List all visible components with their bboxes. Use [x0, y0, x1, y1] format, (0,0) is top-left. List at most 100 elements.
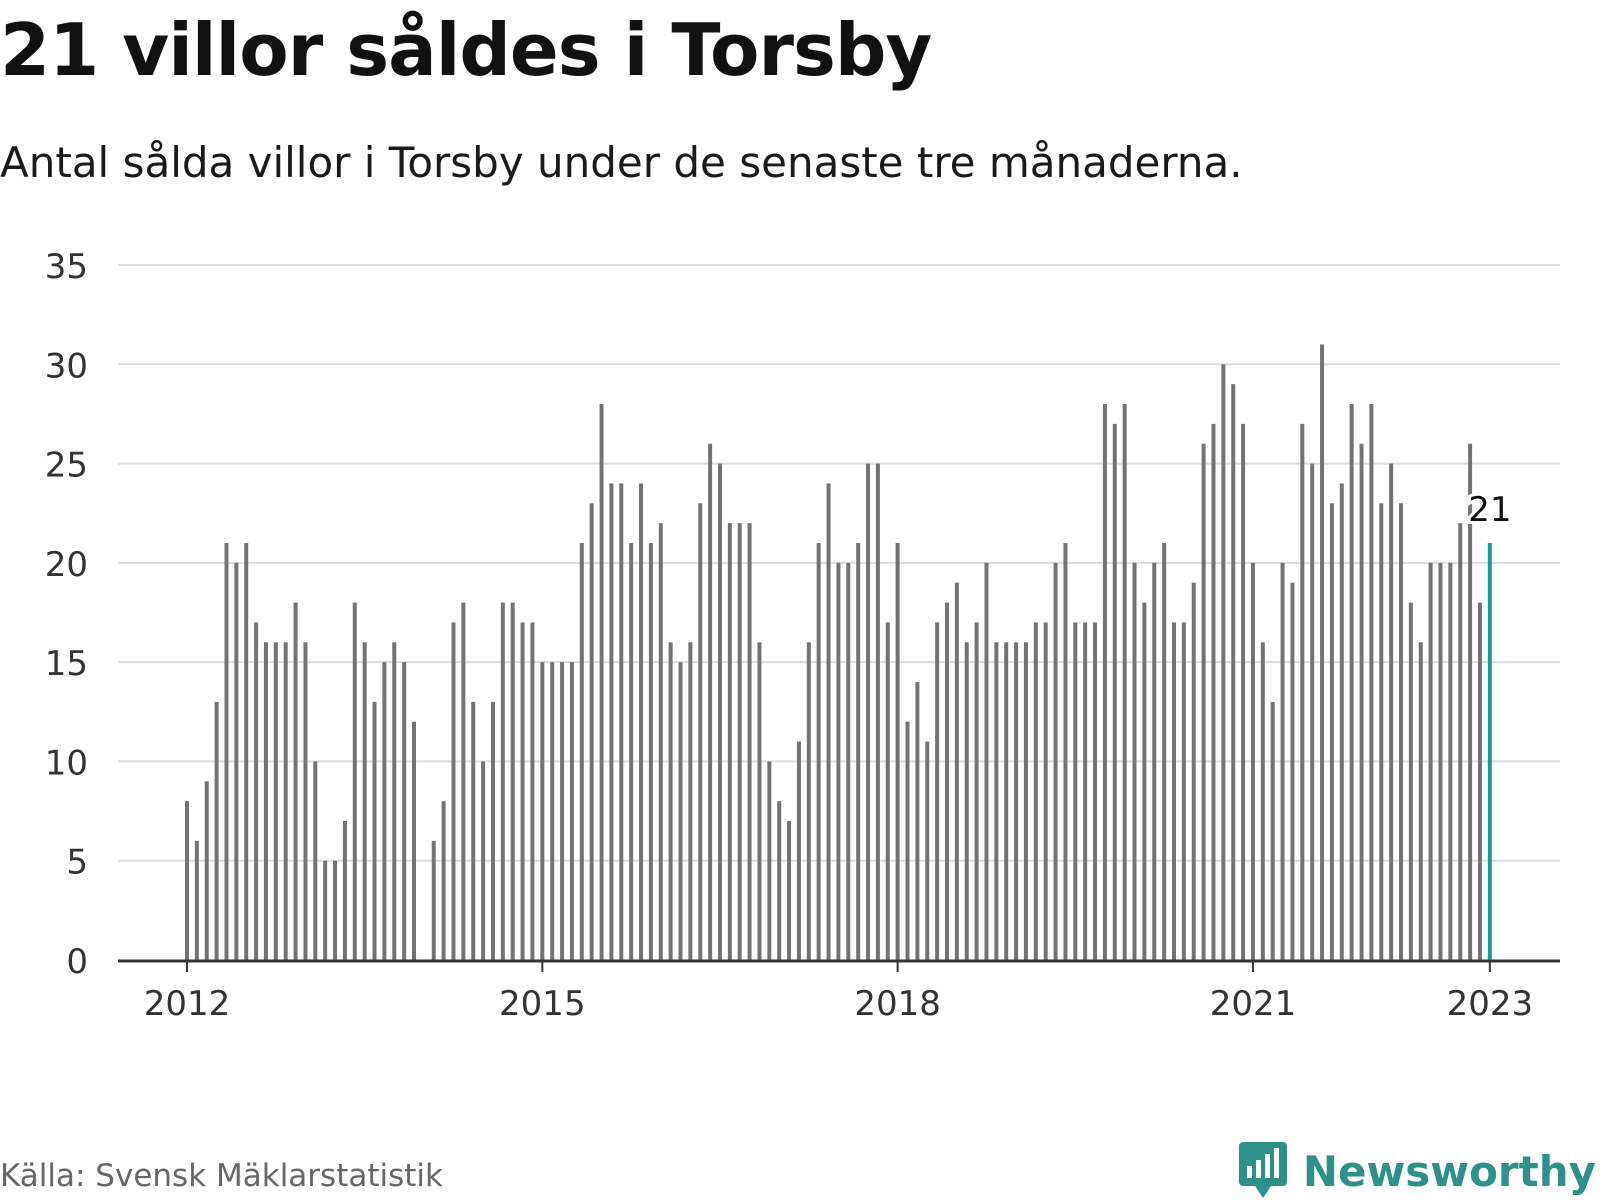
bar: [569, 662, 574, 960]
bar: [599, 404, 604, 960]
y-tick-label: 35: [45, 247, 88, 287]
bar: [352, 602, 357, 960]
bar: [313, 761, 318, 960]
y-tick-label: 0: [66, 942, 88, 982]
bar: [737, 523, 742, 960]
bar: [1142, 602, 1147, 960]
bar: [1162, 543, 1167, 960]
bar: [520, 622, 525, 960]
bar: [1201, 443, 1206, 960]
bar: [303, 642, 308, 960]
bar: [1329, 503, 1334, 960]
bar: [905, 721, 910, 960]
bar: [1389, 463, 1394, 960]
bar: [382, 662, 387, 960]
bar-chart: 0 5 10 15 20 25 30 35 2012 2015 2018 2021 2023 21: [45, 247, 1560, 1024]
bar: [747, 523, 752, 960]
bar: [1477, 602, 1482, 960]
bar: [254, 622, 259, 960]
bar: [984, 562, 989, 960]
bar: [579, 543, 584, 960]
bar: [283, 642, 288, 960]
x-tick-label: 2012: [144, 984, 231, 1024]
bar: [1231, 384, 1236, 961]
bar: [1033, 622, 1038, 960]
bar: [431, 840, 436, 960]
bar: [1300, 423, 1305, 960]
bar: [530, 622, 535, 960]
bar: [1359, 443, 1364, 960]
y-tick-label: 5: [66, 843, 88, 883]
bar: [1399, 503, 1404, 960]
bar: [362, 642, 367, 960]
bar: [1083, 622, 1088, 960]
y-tick-label: 15: [45, 644, 88, 684]
bar: [668, 642, 673, 960]
bar: [185, 801, 189, 960]
bar: [796, 741, 801, 960]
chart-title: 21 villor såldes i Torsby: [0, 8, 932, 92]
bar: [1172, 622, 1176, 960]
bar: [944, 602, 949, 960]
bar: [510, 602, 515, 960]
bar: [500, 602, 505, 960]
bar: [1093, 622, 1098, 960]
bar: [619, 483, 624, 960]
bar: [1438, 562, 1443, 960]
bar: [688, 642, 693, 960]
bar: [954, 582, 959, 960]
bar: [1428, 562, 1433, 960]
bar: [392, 642, 397, 960]
bar: [461, 602, 466, 960]
x-tick-label: 2015: [499, 984, 586, 1024]
bar: [787, 821, 792, 960]
bar: [1408, 602, 1413, 960]
bar: [757, 642, 762, 960]
bar-chart-speech-bubble-icon: [1238, 1142, 1287, 1198]
bar: [540, 662, 545, 960]
bar: [273, 642, 278, 960]
bar: [1023, 642, 1028, 960]
bar: [451, 622, 456, 960]
bar: [974, 622, 979, 960]
bar: [1369, 404, 1374, 960]
bar: [727, 523, 732, 960]
bar: [204, 781, 209, 960]
bar: [836, 562, 841, 960]
bar: [1181, 622, 1186, 960]
bar: [372, 701, 377, 960]
bar: [244, 543, 249, 960]
bar: [648, 543, 653, 960]
bar: [1102, 404, 1107, 960]
bar: [589, 503, 594, 960]
bar: [1014, 642, 1019, 960]
bar: [1221, 364, 1226, 960]
last-value-annotation: 21: [1468, 490, 1511, 530]
bar: [856, 543, 861, 960]
bar: [964, 642, 969, 960]
source-note: Källa: Svensk Mäklarstatistik: [0, 1158, 443, 1194]
bar: [1448, 562, 1453, 960]
x-tick-label: 2021: [1210, 984, 1297, 1024]
bar: [1260, 642, 1265, 960]
bar: [885, 622, 890, 960]
bar: [1270, 701, 1275, 960]
bar: [441, 801, 446, 960]
x-tick-label: 2023: [1447, 984, 1534, 1024]
bar: [1310, 463, 1315, 960]
bar: [866, 463, 871, 960]
bar: [1211, 423, 1216, 960]
chart-subtitle: Antal sålda villor i Torsby under de sen…: [0, 138, 1243, 187]
bar: [717, 463, 722, 960]
bar: [1379, 503, 1384, 960]
bar: [1250, 562, 1255, 960]
bar: [777, 801, 782, 960]
bar: [639, 483, 644, 960]
bar: [994, 642, 999, 960]
bar: [323, 860, 328, 960]
bar: [658, 523, 663, 960]
brand-name: Newsworthy: [1302, 1146, 1596, 1196]
bar: [1339, 483, 1344, 960]
bar: [1280, 562, 1285, 960]
bar: [816, 543, 821, 960]
